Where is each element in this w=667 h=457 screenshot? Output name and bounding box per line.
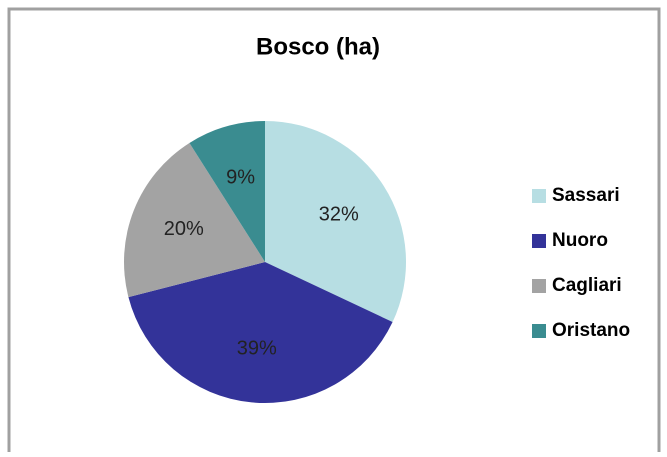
chart-title: Bosco (ha) <box>256 33 380 60</box>
pie-slice <box>124 142 266 298</box>
data-label: 32% <box>319 203 359 225</box>
data-label: 39% <box>237 337 277 359</box>
legend-label: Sassari <box>552 185 620 206</box>
pie-slice <box>189 121 265 262</box>
pie-slice <box>128 262 393 404</box>
legend-swatch <box>532 234 546 248</box>
chart-frame <box>7 7 661 452</box>
legend-swatch <box>532 279 546 293</box>
data-label: 9% <box>226 166 255 188</box>
pie-slice <box>265 121 406 323</box>
legend-label: Oristano <box>552 320 630 341</box>
legend-label: Nuoro <box>552 230 608 251</box>
legend-swatch <box>532 324 546 338</box>
data-label: 20% <box>164 218 204 240</box>
legend-label: Cagliari <box>552 275 622 296</box>
legend-swatch <box>532 189 546 203</box>
